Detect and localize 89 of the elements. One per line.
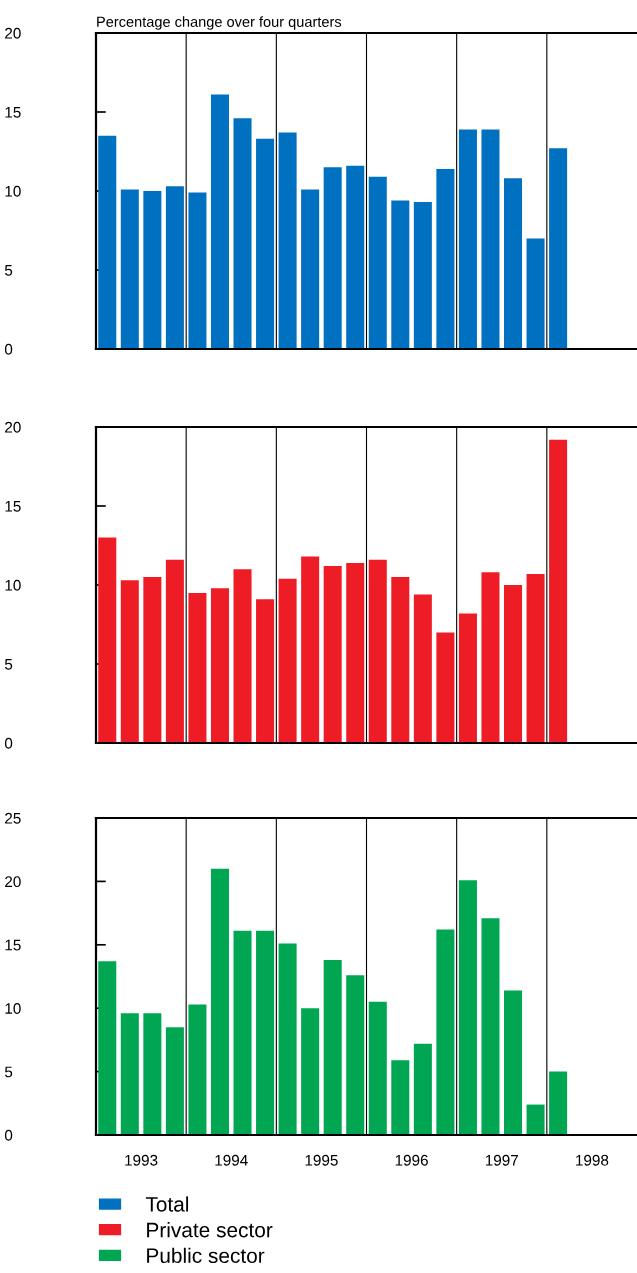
bar [526, 238, 545, 349]
bar [301, 556, 320, 743]
bar [368, 559, 387, 743]
bar [436, 632, 455, 743]
y-tick-label: 10 [5, 579, 21, 591]
y-tick-label: 10 [5, 1003, 21, 1014]
bar [256, 138, 275, 349]
bar [549, 148, 568, 349]
bar [458, 129, 477, 349]
bar [278, 132, 297, 349]
y-tick-label: 0 [4, 343, 13, 355]
bar [188, 192, 207, 349]
bar [301, 189, 320, 349]
bar [458, 880, 477, 1135]
y-tick-label: 20 [5, 876, 21, 888]
bar [278, 578, 297, 743]
bar [323, 167, 342, 349]
y-tick-label: 0 [4, 737, 13, 749]
bar [143, 1013, 162, 1135]
bar [188, 1004, 207, 1135]
bar [98, 135, 117, 349]
bar [549, 1071, 568, 1135]
bar [120, 189, 139, 349]
y-tick-label: 5 [4, 1066, 13, 1078]
bar [210, 868, 229, 1135]
bar [504, 585, 523, 743]
y-tick-label: 20 [5, 421, 21, 433]
y-tick-label: 15 [5, 939, 21, 951]
bar [436, 929, 455, 1135]
bar [504, 178, 523, 349]
y-tick-label: 0 [4, 1129, 13, 1141]
bar [346, 975, 365, 1135]
bar [98, 961, 117, 1135]
x-tick-label: 1997 [485, 1154, 518, 1166]
bar [413, 202, 432, 349]
y-tick-label: 5 [4, 265, 13, 276]
bar [278, 943, 297, 1135]
bar [391, 200, 410, 349]
y-tick-label: 20 [5, 27, 21, 39]
bar [436, 168, 455, 349]
bar [233, 118, 252, 349]
y-tick-label: 15 [5, 501, 21, 512]
bar [256, 599, 275, 743]
bar [413, 1043, 432, 1135]
bar [526, 1104, 545, 1135]
x-tick-label: 1995 [305, 1154, 338, 1166]
bar [391, 577, 410, 743]
bar [504, 990, 523, 1135]
bar [481, 572, 500, 743]
bar [346, 165, 365, 349]
y-tick-label: 5 [4, 659, 13, 670]
bar [346, 562, 365, 743]
bar [526, 573, 545, 743]
bar [481, 129, 500, 349]
bar [323, 960, 342, 1135]
bar [413, 594, 432, 743]
bar [481, 918, 500, 1135]
y-tick-label: 25 [5, 812, 21, 824]
legend-label: Total [145, 1196, 189, 1212]
bar [210, 94, 229, 349]
legend-label: Private sector [147, 1222, 273, 1238]
bar [143, 191, 162, 349]
bar [98, 537, 117, 743]
bar [549, 439, 568, 743]
bar [391, 1060, 410, 1135]
bar [120, 580, 139, 743]
bar [256, 930, 275, 1135]
bar [165, 1027, 184, 1135]
legend-label: Public sector [147, 1247, 265, 1264]
x-tick-label: 1994 [215, 1154, 248, 1166]
bar [143, 577, 162, 743]
bar [323, 566, 342, 743]
bar [301, 1008, 320, 1135]
x-tick-label: 1993 [125, 1154, 158, 1166]
bar [368, 1001, 387, 1135]
bar [165, 559, 184, 743]
bar [188, 592, 207, 743]
bar [210, 588, 229, 743]
bar [458, 613, 477, 743]
y-tick-label: 15 [5, 107, 21, 118]
bar [233, 569, 252, 743]
bar [233, 930, 252, 1135]
x-tick-label: 1998 [576, 1154, 609, 1166]
x-tick-label: 1996 [395, 1154, 428, 1166]
bar [368, 176, 387, 349]
y-tick-label: 10 [5, 185, 21, 197]
bar [120, 1013, 139, 1135]
bar [165, 186, 184, 349]
chart-title: Percentage change over four quarters [97, 16, 342, 30]
